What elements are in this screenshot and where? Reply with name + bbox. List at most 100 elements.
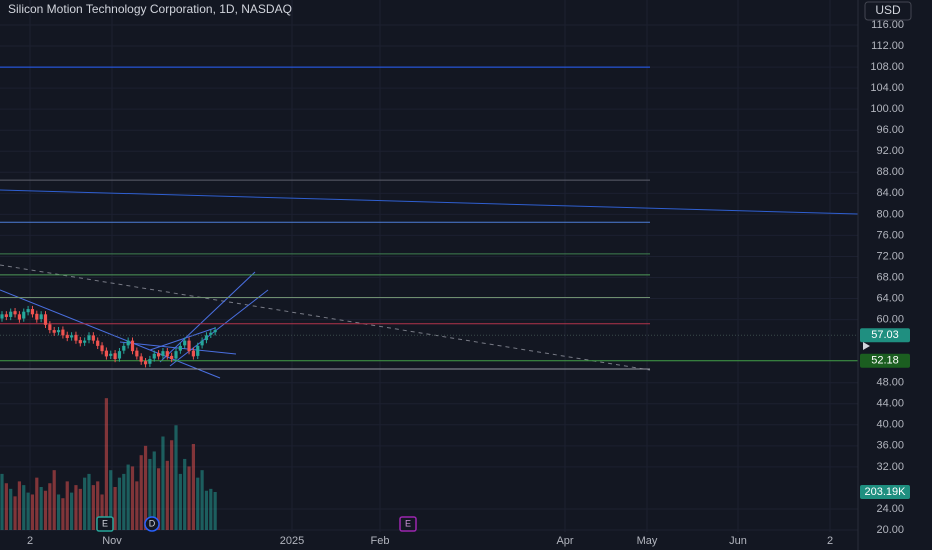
candle-body bbox=[100, 345, 104, 352]
trend-line bbox=[149, 327, 216, 351]
candle-body bbox=[30, 309, 35, 315]
volume-bar bbox=[126, 464, 130, 530]
y-tick-label: 76.00 bbox=[876, 229, 904, 241]
volume-bar bbox=[178, 473, 182, 530]
volume-pane bbox=[0, 398, 217, 530]
volume-bar bbox=[196, 477, 200, 530]
event-label: E bbox=[102, 518, 108, 528]
candle-body bbox=[48, 324, 52, 331]
candle-body bbox=[78, 340, 82, 344]
y-tick-label: 32.00 bbox=[876, 461, 904, 473]
y-tick-label: 116.00 bbox=[871, 19, 904, 31]
volume-bar bbox=[174, 425, 178, 530]
event-label: E bbox=[405, 518, 411, 528]
candle-body bbox=[74, 334, 78, 341]
volume-bar bbox=[152, 451, 156, 530]
volume-bar bbox=[87, 473, 91, 530]
x-tick-label: May bbox=[637, 535, 658, 547]
volume-bar bbox=[56, 494, 61, 530]
candle-body bbox=[113, 353, 117, 360]
candle-body bbox=[143, 361, 148, 365]
candle-body bbox=[213, 330, 217, 333]
volume-tag-bg bbox=[860, 485, 910, 499]
x-tick-label: Jun bbox=[729, 535, 747, 547]
volume-bar bbox=[35, 477, 39, 530]
last-price-arrow bbox=[863, 342, 870, 350]
candle-body bbox=[56, 330, 61, 333]
candle-body bbox=[109, 353, 113, 356]
candle-body bbox=[200, 340, 204, 346]
y-tick-label: 88.00 bbox=[876, 166, 904, 178]
volume-bar bbox=[187, 466, 191, 530]
y-tick-label: 48.00 bbox=[876, 377, 904, 389]
candle-body bbox=[9, 311, 13, 317]
y-tick-label: 40.00 bbox=[876, 419, 904, 431]
y-tick-label: 92.00 bbox=[876, 145, 904, 157]
level-tag-bg bbox=[860, 353, 910, 368]
x-tick-label: Apr bbox=[556, 535, 573, 547]
currency-button[interactable] bbox=[864, 1, 912, 21]
x-tick-label: Feb bbox=[371, 535, 390, 547]
candle-body bbox=[83, 340, 87, 343]
level-tag: 52.18 bbox=[871, 355, 899, 367]
candle-body bbox=[65, 334, 69, 338]
y-tick-label: 60.00 bbox=[876, 313, 904, 325]
trend-line bbox=[159, 271, 256, 363]
volume-bar bbox=[170, 440, 174, 530]
y-tick-label: 80.00 bbox=[876, 208, 904, 220]
y-tick-label: 24.00 bbox=[876, 503, 904, 515]
candle-body bbox=[61, 329, 65, 336]
candle-body bbox=[4, 314, 8, 317]
candle-body bbox=[178, 345, 182, 351]
event-marker[interactable] bbox=[144, 516, 160, 532]
currency-label[interactable]: USD bbox=[875, 3, 901, 17]
candle-body bbox=[135, 350, 139, 357]
candle-body bbox=[0, 314, 4, 319]
x-tick-label: 2 bbox=[27, 535, 33, 547]
candle-body bbox=[87, 335, 91, 341]
y-tick-label: 36.00 bbox=[876, 440, 904, 452]
candle-body bbox=[174, 351, 178, 359]
volume-bar bbox=[65, 481, 69, 530]
candle-body bbox=[13, 311, 17, 315]
candle-body bbox=[122, 345, 126, 351]
candle-body bbox=[191, 350, 195, 357]
volume-bar bbox=[91, 485, 95, 530]
volume-bar bbox=[43, 490, 48, 530]
candle-body bbox=[126, 340, 130, 346]
y-tick-label: 44.00 bbox=[876, 398, 904, 410]
candle-body bbox=[52, 330, 56, 333]
y-tick-label: 112.00 bbox=[871, 40, 904, 52]
event-marker bbox=[399, 516, 417, 532]
y-tick-label: 108.00 bbox=[870, 61, 904, 73]
candle-body bbox=[152, 353, 156, 359]
candle-body bbox=[204, 335, 209, 341]
volume-bar bbox=[200, 470, 204, 530]
price-axis bbox=[858, 0, 932, 550]
drawings bbox=[0, 66, 859, 379]
candle-body bbox=[161, 351, 165, 356]
volume-bar bbox=[161, 436, 165, 530]
volume-bar bbox=[191, 443, 195, 530]
volume-bar bbox=[17, 481, 21, 530]
candle-body bbox=[157, 353, 161, 357]
chart-title: Silicon Motion Technology Corporation, 1… bbox=[8, 2, 292, 16]
volume-bar bbox=[204, 490, 209, 530]
y-tick-label: 68.00 bbox=[876, 271, 904, 283]
volume-bar bbox=[109, 470, 113, 530]
volume-bar bbox=[83, 477, 87, 530]
trend-line bbox=[0, 289, 221, 379]
candle-body bbox=[183, 340, 187, 346]
y-tick-label: 104.00 bbox=[870, 82, 904, 94]
volume-bar bbox=[104, 398, 108, 530]
last-price-tag: 57.03 bbox=[871, 329, 899, 341]
y-tick-label: 84.00 bbox=[876, 187, 904, 199]
volume-bar bbox=[209, 488, 213, 530]
volume-bar bbox=[183, 458, 187, 530]
volume-bar bbox=[96, 481, 100, 530]
candles bbox=[0, 305, 217, 368]
candle-body bbox=[196, 345, 200, 356]
event-label: D bbox=[149, 518, 156, 528]
y-tick-label: 72.00 bbox=[876, 250, 904, 262]
